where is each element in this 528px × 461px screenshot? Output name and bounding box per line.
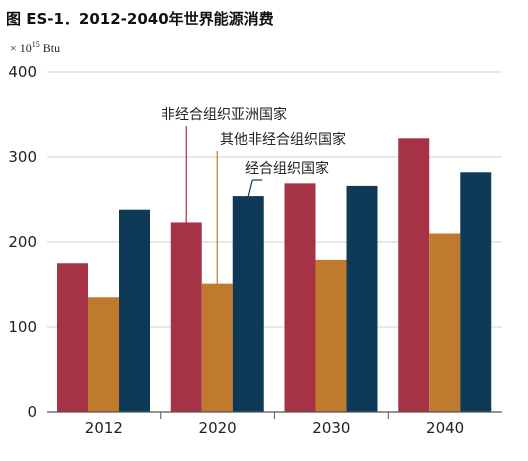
bars xyxy=(57,138,492,413)
bar xyxy=(201,283,233,412)
bar xyxy=(398,138,430,413)
bar xyxy=(119,209,150,412)
annotation-leader xyxy=(247,179,253,197)
bar xyxy=(88,297,119,412)
bar xyxy=(429,233,461,412)
x-tick-label: 2012 xyxy=(85,419,123,437)
y-axis: 0 100 200 300 400 xyxy=(8,63,37,421)
bar xyxy=(315,259,347,412)
y-tick-label: 400 xyxy=(8,63,37,81)
series-label: 经合组织国家 xyxy=(245,160,329,177)
y-tick-label: 300 xyxy=(8,148,37,166)
x-axis: 2012 2020 2030 2040 xyxy=(47,411,502,437)
bar xyxy=(284,183,316,412)
x-tick-label: 2040 xyxy=(426,419,464,437)
bar xyxy=(57,263,88,412)
series-label: 其他非经合组织国家 xyxy=(220,131,346,148)
unit-prefix: × 10 xyxy=(10,41,32,55)
series-label: 非经合组织亚洲国家 xyxy=(161,106,287,123)
y-tick-label: 100 xyxy=(8,318,37,336)
unit-label: × 1015 Btu xyxy=(10,40,60,55)
unit-exponent: 15 xyxy=(32,40,40,49)
bar xyxy=(232,196,264,412)
unit-suffix: Btu xyxy=(40,41,60,55)
bar xyxy=(170,222,202,412)
x-tick-label: 2030 xyxy=(312,419,350,437)
bar xyxy=(346,185,378,412)
chart-title: 图 ES-1．2012-2040年世界能源消费 xyxy=(6,10,274,28)
y-tick-label: 200 xyxy=(8,233,37,251)
bar xyxy=(460,172,492,412)
y-tick-label: 0 xyxy=(27,403,37,421)
x-tick-label: 2020 xyxy=(199,419,237,437)
